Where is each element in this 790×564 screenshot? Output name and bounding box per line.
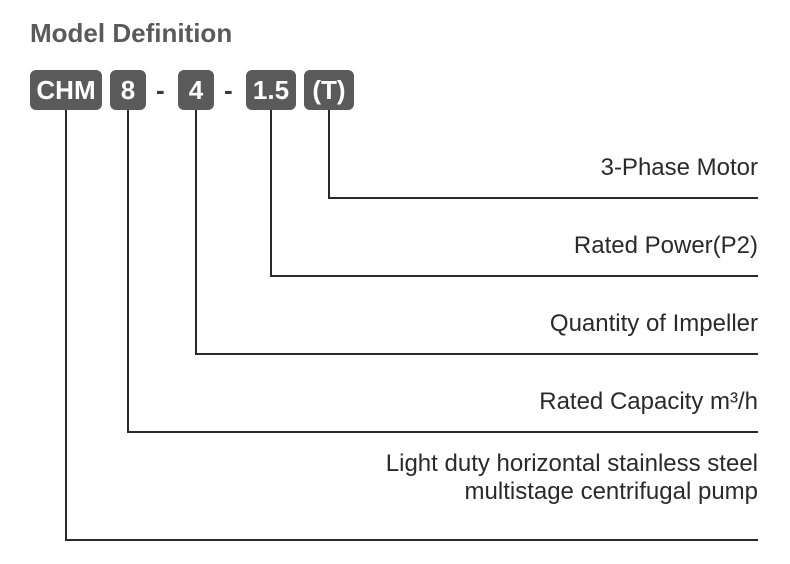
chip-motor: (T) xyxy=(304,70,354,110)
desc-series-line1: Light duty horizontal stainless steel xyxy=(386,450,758,478)
chip-power: 1.5 xyxy=(246,70,296,110)
separator-dash: - xyxy=(156,70,165,110)
chip-chm: CHM xyxy=(30,70,102,110)
separator-dash: - xyxy=(224,70,233,110)
diagram-title: Model Definition xyxy=(30,18,232,49)
desc-impeller: Quantity of Impeller xyxy=(550,310,758,338)
model-definition-diagram: Model Definition CHM 8 4 1.5 (T) - - 3-P… xyxy=(0,0,790,564)
desc-power: Rated Power(P2) xyxy=(574,232,758,260)
desc-series-line2: multistage centrifugal pump xyxy=(465,478,758,506)
chip-impeller: 4 xyxy=(178,70,214,110)
chip-capacity: 8 xyxy=(110,70,146,110)
desc-capacity: Rated Capacity m³/h xyxy=(539,388,758,416)
desc-motor: 3-Phase Motor xyxy=(601,154,758,182)
